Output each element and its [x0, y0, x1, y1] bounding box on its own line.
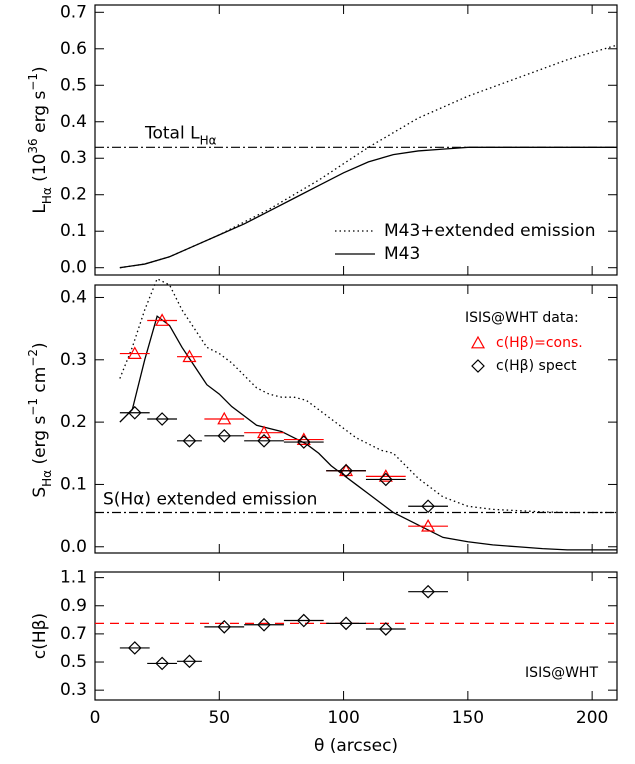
y-tick-label: 0.0	[60, 258, 87, 278]
y-tick-label: 1.1	[60, 568, 87, 588]
triangle-marker	[217, 411, 232, 425]
diamond-marker	[339, 616, 353, 631]
triangle-marker	[339, 463, 354, 477]
diamond-marker	[421, 584, 435, 599]
diamond-marker	[217, 428, 232, 443]
reference-label: Total LHα	[144, 123, 217, 147]
y-tick-label: 0.2	[60, 412, 87, 432]
y-tick-label: 0.5	[60, 75, 87, 95]
x-tick-label: 200	[576, 708, 608, 728]
text-part: (erg s	[30, 416, 50, 470]
y-tick-label: 0.3	[60, 350, 87, 370]
text-part: (10	[30, 154, 50, 188]
x-axis-label: θ (arcsec)	[314, 736, 398, 756]
reference-label: S(Hα) extended emission	[103, 489, 317, 509]
text-part: )	[30, 66, 50, 73]
triangle-marker	[182, 349, 197, 363]
diamond-marker	[155, 412, 169, 426]
series-line	[119, 277, 617, 514]
diamond-marker	[378, 622, 393, 636]
text-part: −2	[26, 349, 40, 367]
legend-label: M43	[384, 244, 420, 264]
y-axis-label: LHα (1036 erg s−1)	[26, 66, 54, 213]
y-axis-label: c(Hβ)	[30, 613, 50, 659]
series-line	[119, 315, 617, 551]
diamond-marker	[257, 617, 271, 632]
x-tick-label: 150	[452, 708, 484, 728]
y-tick-label: 0.1	[60, 221, 87, 241]
series-line	[119, 146, 617, 269]
y-tick-label: 0.0	[60, 537, 87, 557]
text-part: Hα	[40, 470, 54, 487]
text-part: 36	[26, 138, 40, 153]
diamond-marker	[127, 405, 142, 420]
x-tick-label: 50	[208, 708, 230, 728]
x-tick-label: 100	[327, 708, 359, 728]
text-part: S	[30, 487, 50, 498]
triangle-marker	[155, 313, 170, 326]
legend-label: M43+extended emission	[384, 221, 595, 241]
diamond-marker	[339, 463, 353, 478]
diamond-marker	[182, 654, 197, 669]
diamond-marker	[182, 433, 197, 448]
x-tick-label: 0	[90, 708, 101, 728]
text-part: erg s	[30, 91, 50, 139]
y-tick-label: 0.4	[60, 112, 87, 132]
diamond-marker	[155, 656, 169, 671]
triangle-marker	[257, 425, 272, 439]
legend-label: c(Hβ) spect	[496, 358, 577, 374]
text-part: Total L	[144, 123, 200, 143]
diamond-marker	[127, 641, 142, 655]
diamond-marker	[257, 433, 271, 448]
diamond-marker	[421, 499, 435, 514]
text-part: L	[30, 204, 50, 214]
legend-marker	[470, 335, 486, 349]
text-part: −1	[26, 73, 40, 91]
plot-frame	[94, 4, 618, 276]
text-part: Hα	[40, 187, 54, 204]
y-tick-label: 0.2	[60, 185, 87, 205]
diamond-marker	[378, 472, 393, 487]
text-part: Hα	[200, 133, 217, 147]
legend-marker	[471, 359, 485, 373]
text-part: cm	[30, 367, 50, 398]
triangle-marker	[421, 518, 436, 532]
annotation: ISIS@WHT	[525, 665, 598, 681]
y-tick-label: 0.6	[60, 39, 87, 59]
y-tick-label: 0.1	[60, 474, 87, 494]
text-part: S(Hα) extended emission	[103, 489, 317, 509]
legend-title: ISIS@WHT data:	[465, 310, 579, 326]
y-tick-label: 0.3	[60, 680, 87, 700]
y-tick-label: 0.5	[60, 652, 87, 672]
y-tick-label: 0.9	[60, 596, 87, 616]
y-axis-label: SHα (erg s−1 cm−2)	[26, 342, 54, 497]
diamond-marker	[217, 620, 232, 634]
diamond-marker	[296, 435, 311, 449]
diamond-marker	[296, 613, 311, 628]
y-tick-label: 0.3	[60, 148, 87, 168]
text-part: )	[30, 342, 50, 349]
y-tick-label: 0.4	[60, 287, 87, 307]
y-tick-label: 0.7	[60, 624, 87, 644]
plot-frame	[94, 284, 618, 554]
legend-label: c(Hβ)=cons.	[496, 335, 583, 351]
text-part: −1	[26, 398, 40, 416]
plot-frame	[94, 571, 618, 701]
text-part: c(Hβ)	[30, 613, 50, 659]
y-tick-label: 0.7	[60, 2, 87, 22]
triangle-marker	[127, 346, 142, 359]
